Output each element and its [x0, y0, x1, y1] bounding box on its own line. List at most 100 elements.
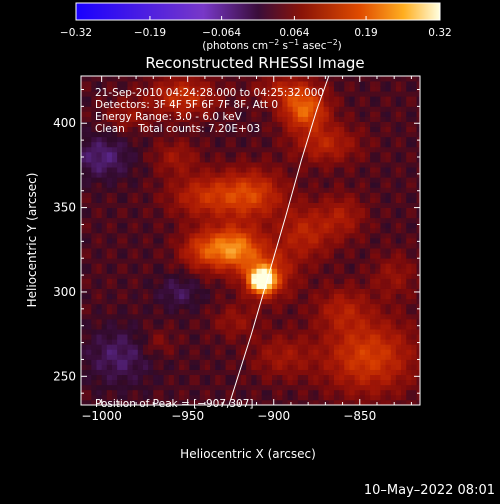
heatmap-cell	[277, 167, 283, 173]
heatmap-cell	[199, 248, 206, 254]
heatmap-cell	[86, 253, 92, 259]
heatmap-cell	[148, 146, 154, 153]
heatmap-cell	[370, 344, 376, 350]
heatmap-cell	[91, 273, 97, 279]
heatmap-cell	[308, 101, 314, 107]
heatmap-cell	[287, 318, 294, 325]
heatmap-cell	[380, 248, 386, 254]
heatmap-cell	[132, 91, 139, 97]
heatmap-cell	[132, 349, 139, 355]
heatmap-cell	[344, 364, 350, 370]
heatmap-cell	[96, 374, 103, 381]
heatmap-cell	[199, 86, 206, 92]
heatmap-cell	[302, 227, 309, 234]
heatmap-cell	[199, 131, 206, 138]
heatmap-cell	[199, 232, 206, 239]
heatmap-cell	[364, 227, 371, 234]
heatmap-cell	[215, 329, 221, 335]
heatmap-cell	[204, 222, 211, 229]
heatmap-cell	[235, 162, 242, 168]
heatmap-cell	[370, 232, 376, 239]
heatmap-cell	[390, 273, 397, 279]
heatmap-cell	[328, 207, 335, 214]
heatmap-cell	[364, 293, 371, 300]
heatmap-cell	[323, 364, 330, 370]
heatmap-cell	[313, 131, 319, 138]
heatmap-cell	[81, 91, 87, 97]
heatmap-cell	[375, 151, 381, 158]
heatmap-cell	[354, 197, 361, 203]
heatmap-cell	[179, 253, 185, 259]
heatmap-cell	[380, 263, 386, 269]
heatmap-cell	[194, 354, 201, 360]
heatmap-cell	[142, 243, 149, 249]
heatmap-cell	[173, 268, 180, 274]
heatmap-cell	[173, 283, 180, 289]
heatmap-cell	[411, 101, 417, 107]
heatmap-cell	[333, 116, 340, 122]
heatmap-cell	[117, 182, 123, 188]
heatmap-cell	[385, 278, 392, 284]
heatmap-cell	[184, 329, 190, 335]
heatmap-cell	[318, 394, 325, 401]
heatmap-cell	[375, 324, 381, 330]
heatmap-cell	[199, 283, 206, 289]
heatmap-cell	[158, 136, 164, 143]
heatmap-cell	[401, 308, 407, 315]
heatmap-cell	[168, 162, 175, 168]
heatmap-cell	[173, 389, 180, 396]
heatmap-cell	[148, 76, 154, 82]
heatmap-cell	[194, 76, 201, 82]
heatmap-cell	[313, 359, 319, 365]
heatmap-cell	[91, 364, 97, 370]
heatmap-cell	[96, 344, 103, 350]
heatmap-cell	[266, 121, 273, 128]
heatmap-cell	[370, 182, 376, 188]
heatmap-cell	[375, 273, 381, 279]
heatmap-cell	[210, 187, 216, 193]
heatmap-cell	[364, 243, 371, 249]
heatmap-cell	[380, 243, 386, 249]
heatmap-cell	[318, 253, 325, 259]
heatmap-cell	[225, 253, 232, 259]
heatmap-cell	[148, 192, 154, 198]
heatmap-cell	[91, 151, 97, 158]
heatmap-cell	[292, 268, 299, 274]
heatmap-cell	[282, 243, 288, 249]
heatmap-cell	[297, 227, 304, 234]
heatmap-cell	[308, 334, 314, 340]
heatmap-cell	[380, 283, 386, 289]
heatmap-cell	[235, 263, 242, 269]
heatmap-cell	[111, 359, 118, 365]
heatmap-cell	[287, 298, 294, 305]
heatmap-cell	[142, 91, 149, 97]
heatmap-cell	[158, 162, 164, 168]
heatmap-cell	[106, 324, 113, 330]
heatmap-cell	[106, 81, 113, 87]
heatmap-cell	[333, 268, 340, 274]
heatmap-cell	[132, 212, 139, 219]
heatmap-cell	[344, 324, 350, 330]
heatmap-cell	[117, 334, 123, 340]
heatmap-cell	[339, 313, 345, 320]
heatmap-cell	[225, 313, 232, 320]
heatmap-cell	[96, 202, 103, 208]
heatmap-cell	[215, 298, 221, 305]
heatmap-cell	[333, 303, 340, 310]
heatmap-cell	[344, 146, 350, 153]
heatmap-cell	[359, 298, 366, 305]
heatmap-cell	[318, 101, 325, 107]
heatmap-cell	[297, 81, 304, 87]
heatmap-cell	[323, 324, 330, 330]
heatmap-cell	[333, 324, 340, 330]
heatmap-cell	[96, 141, 103, 148]
heatmap-cell	[153, 172, 159, 178]
heatmap-cell	[251, 349, 257, 355]
heatmap-cell	[111, 288, 118, 295]
heatmap-cell	[127, 76, 134, 82]
heatmap-cell	[406, 81, 412, 87]
heatmap-cell	[282, 354, 288, 360]
heatmap-cell	[395, 207, 402, 214]
heatmap-cell	[416, 106, 420, 112]
